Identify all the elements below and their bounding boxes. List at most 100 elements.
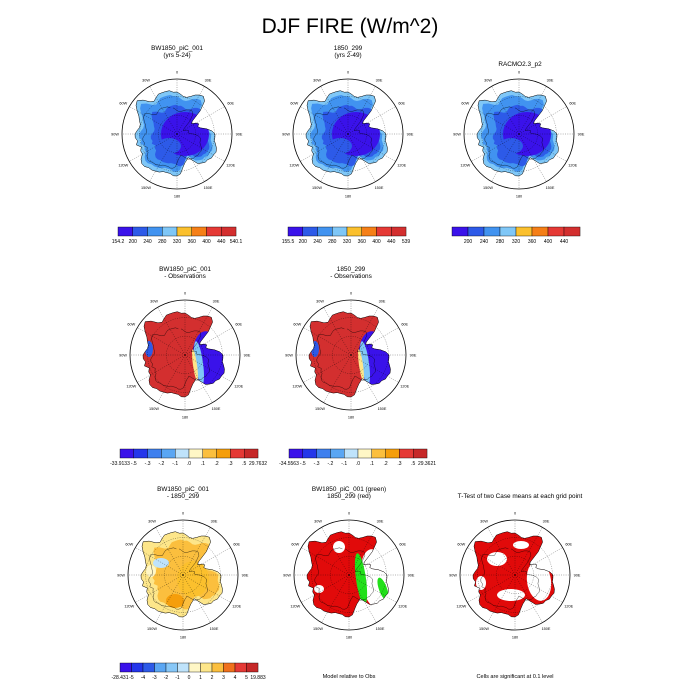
colorbar-label: -.1 — [172, 461, 178, 467]
lon-label: 150E — [210, 627, 219, 631]
lon-label: 0 — [518, 70, 520, 74]
colorbar-label: 540.1 — [230, 239, 243, 245]
ice-shelf-line — [480, 547, 540, 610]
lon-label: 90E — [407, 132, 414, 136]
colorbar-boxes — [288, 448, 428, 459]
panel-1-title: BW1850_piC_001 (yrs 5-24) — [97, 45, 257, 59]
non-significant-cells — [476, 576, 486, 590]
colorbar-labels: 154.2 200 240 280 320 360 400 440 540.1 — [112, 239, 243, 245]
lon-label: 90W — [117, 573, 125, 577]
panel-7-title-line-1: BW1850_piC_001 (green) — [311, 486, 387, 493]
lon-label: 60W — [293, 322, 301, 326]
lon-label: 90E — [408, 573, 415, 577]
graticule — [293, 79, 403, 189]
colorbar-box — [216, 448, 231, 459]
longitude-labels: 0 30E 60E 90E 120E 150E 180 150W 120W 90W 60W 30W — [117, 511, 249, 639]
model-green-region — [354, 553, 368, 605]
map-boundary — [121, 78, 233, 190]
neutral-region — [314, 585, 324, 593]
colorbar-label: -2 — [164, 675, 169, 681]
colorbar-label: 1 — [199, 675, 202, 681]
lon-label: 90W — [282, 132, 290, 136]
lon-label: 150W — [149, 407, 159, 411]
colorbar-labels: -34.5563 -.5 -.3 -.2 -.1 .0 .1 .2 .3 .5 29.3621 — [279, 461, 436, 467]
colorbar-labels: 200 240 280 320 360 400 440 — [464, 239, 569, 245]
lon-label: 120W — [290, 604, 300, 608]
colorbar-box — [287, 226, 304, 237]
map-boundary — [292, 78, 404, 190]
lon-label: 90E — [410, 353, 417, 357]
colorbar-box — [119, 448, 135, 459]
colorbar-labels: -28.431 -5 -4 -3 -2 -1 0 1 2 3 4 5 19.883 — [112, 675, 266, 681]
colorbar-label: 29.3621 — [418, 461, 436, 467]
colorbar-label: 2 — [211, 675, 214, 681]
longitude-labels: 0 30E 60E 90E 120E 150E 180 150W 120W 90W 60W 30W — [111, 70, 243, 198]
colorbar-box — [288, 448, 304, 459]
panel-3-title: RACMO2.3_p2 — [440, 61, 600, 69]
colorbar-box — [243, 448, 259, 459]
colorbar-boxes — [287, 226, 407, 237]
lon-label: 90W — [111, 132, 119, 136]
model-green-region — [377, 577, 389, 601]
polar-map-panel-6: 0 30E 60E 90E 120E 150E 180 150W 120W 90W 60W 30W — [117, 511, 249, 639]
colorbar-box — [412, 448, 428, 459]
lon-label: 60W — [457, 542, 465, 546]
field-contour — [146, 565, 156, 577]
lon-label: 120W — [124, 604, 134, 608]
colorbar-label: 440 — [560, 239, 569, 245]
neutral-region — [333, 541, 345, 553]
lon-label: 150E — [375, 186, 384, 190]
colorbar-box — [165, 662, 178, 673]
colorbar-box — [188, 448, 204, 459]
colorbar-box — [385, 448, 400, 459]
colorbar-box — [132, 226, 148, 237]
lon-label: 0 — [347, 70, 349, 74]
lon-label: 180 — [180, 635, 186, 639]
lon-label: 30E — [377, 520, 384, 524]
colorbar-box — [119, 662, 132, 673]
field-contour — [499, 138, 523, 154]
lon-label: 150W — [141, 186, 151, 190]
colorbar-panel-1: 154.2 200 240 280 320 360 400 440 540.1 — [112, 226, 243, 245]
colorbar-panel-2: 155.5 200 240 280 320 360 400 440 539 — [282, 226, 410, 245]
colorbar-box — [316, 448, 331, 459]
colorbar-label: 280 — [496, 239, 505, 245]
colorbar-box — [142, 662, 155, 673]
lon-label: 120W — [118, 163, 128, 167]
panel-8-title: T-Test of two Case means at each grid po… — [430, 493, 610, 501]
panel-8-note: Cells are significant at 0.1 level — [476, 674, 554, 680]
colorbar-box — [234, 662, 247, 673]
lon-label: 30W — [142, 79, 150, 83]
colorbar-label: -.2 — [327, 461, 333, 467]
panel-1-title-line-2: (yrs 5-24) — [163, 51, 191, 59]
panel-5-title: 1850_299 - Observations — [271, 266, 431, 280]
field-contour — [328, 138, 352, 154]
longitude-labels: 0 30E 60E 90E 120E 150E 180 150W 120W 90W 60W 30W — [119, 291, 251, 419]
lon-label: 180 — [345, 194, 351, 198]
colorbar-panel-4: -33.9133 -.5 -.3 -.2 -.1 .0 .1 .2 .3 .5 29.7632 — [110, 448, 267, 467]
graticule — [294, 520, 404, 630]
colorbar-box — [563, 226, 581, 237]
colorbar-label: -28.431 — [112, 675, 129, 681]
negative-difference-region — [145, 341, 153, 357]
lon-label: 150E — [378, 407, 387, 411]
colorbar-panel-5: -34.5563 -.5 -.3 -.2 -.1 .0 .1 .2 .3 .5 29.3621 — [279, 448, 436, 467]
lon-label: 30E — [211, 520, 218, 524]
colorbar-box — [317, 226, 333, 237]
lon-label: 120E — [234, 384, 243, 388]
graticule — [296, 300, 406, 410]
colorbar-label: .3 — [397, 461, 401, 467]
colorbar-box — [531, 226, 549, 237]
lon-label: 0 — [514, 511, 516, 515]
lon-label: 120E — [226, 163, 235, 167]
lon-label: 30W — [148, 520, 156, 524]
lon-label: 150E — [212, 407, 221, 411]
colorbar-label: 280 — [328, 239, 337, 245]
lon-label: 120E — [232, 604, 241, 608]
map-boundary — [293, 519, 405, 631]
panel-5-title-line-2: - Observations — [330, 272, 372, 280]
lon-label: 90W — [449, 573, 457, 577]
colorbar-box — [361, 226, 377, 237]
non-significant-cells — [487, 552, 507, 566]
lon-label: 30E — [205, 79, 212, 83]
